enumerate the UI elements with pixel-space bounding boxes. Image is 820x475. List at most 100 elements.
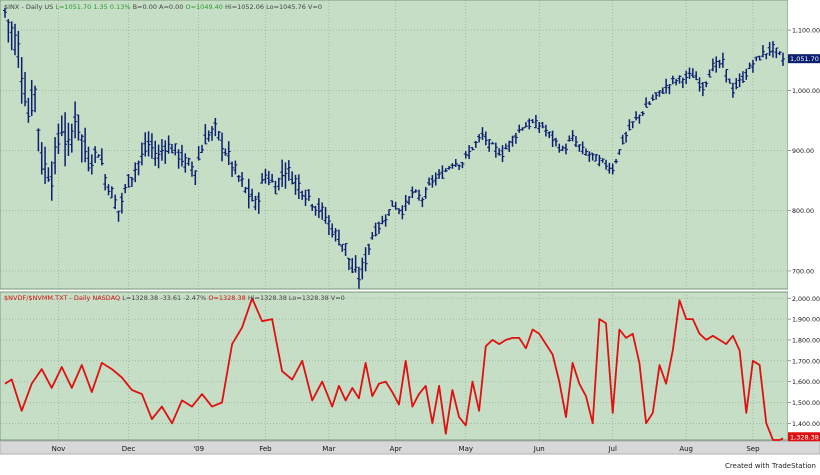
price-bar — [620, 134, 625, 145]
price-bar — [744, 68, 749, 80]
price-bar — [270, 173, 275, 183]
price-bar — [143, 132, 148, 157]
price-bar — [443, 168, 448, 173]
price-bar — [189, 161, 194, 177]
price-panel-header: $INX - Daily US L=1051.70 1.35 0.13% B=0… — [4, 3, 322, 11]
price-bar — [53, 137, 58, 175]
price-bar — [637, 114, 642, 124]
price-bar — [694, 71, 699, 81]
price-bar — [59, 115, 64, 137]
price-bar — [146, 131, 151, 157]
price-bar — [159, 139, 164, 161]
price-bar — [670, 75, 675, 85]
price-bar — [460, 161, 465, 169]
price-bar — [296, 174, 301, 199]
breadth-axis-ticks: 1,400.00 1,500.00 1,600.00 1,700.00 1,800.00… — [788, 296, 820, 428]
date-axis-label: Sep — [746, 445, 760, 453]
price-bar — [376, 221, 381, 234]
price-bar — [73, 101, 78, 139]
date-axis-label: Jun — [533, 445, 545, 453]
price-bar — [690, 68, 695, 78]
price-bar — [617, 149, 622, 155]
price-bar — [13, 23, 18, 56]
header-segment: $INX - Daily US — [4, 3, 53, 11]
price-bar — [647, 101, 652, 106]
price-bar — [577, 144, 582, 152]
price-bar — [734, 78, 739, 90]
date-axis-label: Jul — [607, 445, 617, 453]
price-bar — [46, 167, 51, 182]
price-bar — [740, 71, 745, 84]
price-bar — [133, 162, 138, 183]
price-bar — [423, 186, 428, 199]
price-bar — [96, 154, 101, 158]
price-bar — [213, 118, 218, 137]
header-segment: Hi=1052.06 Lo=1045.76 V=0 — [223, 3, 322, 11]
price-bar — [220, 132, 225, 162]
price-bar — [757, 55, 762, 61]
price-bar — [26, 97, 31, 123]
price-bar — [774, 47, 779, 59]
price-bar — [477, 134, 482, 143]
breadth-axis-tick-label: 1,800.00 — [792, 337, 820, 344]
price-bar — [400, 205, 405, 220]
price-bar — [340, 243, 345, 252]
price-grid — [0, 0, 788, 289]
price-bar — [86, 146, 91, 172]
price-bar — [660, 87, 665, 94]
price-bar — [240, 172, 245, 187]
price-bar — [547, 131, 552, 139]
price-bar — [664, 78, 669, 94]
horizontal-scrollbar[interactable] — [0, 440, 820, 455]
price-bar — [573, 136, 578, 148]
price-bar — [366, 243, 371, 255]
price-bar — [410, 186, 415, 199]
price-bar — [770, 41, 775, 58]
price-bar — [430, 175, 435, 188]
price-bar — [610, 163, 615, 175]
price-bar — [139, 142, 144, 166]
price-bar — [63, 112, 68, 167]
price-bar — [350, 258, 355, 274]
price-bar — [533, 114, 538, 129]
price-bar — [353, 255, 358, 273]
price-bar — [89, 154, 94, 175]
price-bar — [370, 232, 375, 240]
price-bar — [437, 169, 442, 179]
price-bar — [336, 229, 341, 246]
price-panel-background — [0, 0, 789, 290]
price-bar — [754, 56, 759, 62]
price-bar — [166, 135, 171, 154]
price-axis-tick-label: 800.00 — [792, 208, 814, 215]
price-bar — [43, 146, 48, 184]
price-bar — [697, 77, 702, 92]
price-bar — [206, 130, 211, 142]
price-bar — [210, 126, 215, 141]
date-axis-label: Feb — [259, 445, 272, 453]
price-bar — [510, 135, 515, 147]
price-bar — [537, 121, 542, 133]
date-axis-label: Apr — [390, 445, 402, 453]
price-bar — [553, 137, 558, 147]
price-bar — [216, 130, 221, 141]
price-bar — [346, 257, 351, 270]
price-bar — [109, 186, 114, 199]
price-bar — [624, 131, 629, 143]
price-bar — [186, 157, 191, 166]
price-bar — [600, 158, 605, 163]
breadth-axis-tick-label: 1,400.00 — [792, 421, 820, 428]
price-bar — [767, 42, 772, 56]
breadth-axis-tick-label: 2,000.00 — [792, 296, 820, 303]
price-bar — [587, 151, 592, 162]
price-bar — [530, 118, 535, 124]
price-bar — [169, 144, 174, 154]
price-bar — [383, 214, 388, 227]
price-axis-tick-label: 1,100.00 — [792, 28, 820, 35]
date-axis-labels: Nov Dec '09 Feb Mar Apr May Jun Jul Aug Sep — [52, 445, 761, 453]
date-axis-label: Dec — [122, 445, 136, 453]
price-bar — [427, 177, 432, 186]
price-bar — [503, 143, 508, 150]
price-bar — [590, 152, 595, 161]
price-bar — [256, 192, 261, 214]
price-bar — [483, 131, 488, 146]
